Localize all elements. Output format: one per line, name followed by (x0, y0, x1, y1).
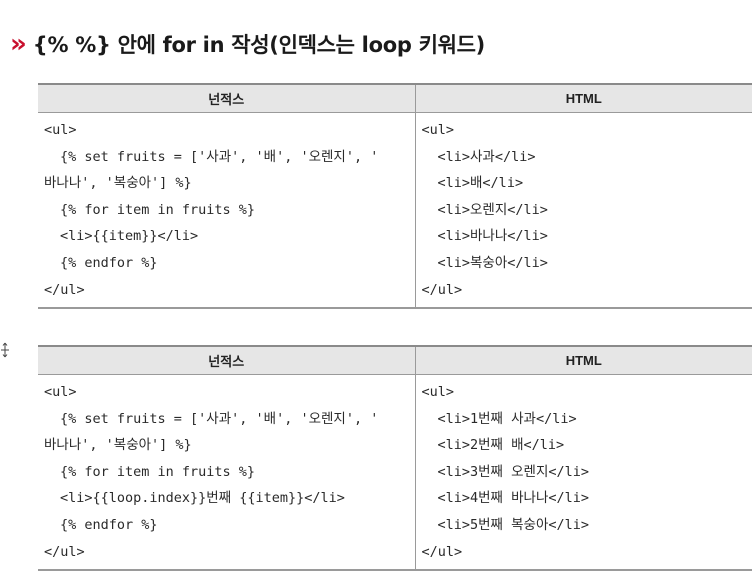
code-line: {% set fruits = ['사과', '배', '오렌지', ' (60, 148, 379, 165)
code-line: {% for item in fruits %} (60, 201, 256, 218)
header-nunjucks: 넌적스 (38, 345, 416, 375)
code-line: <li>{{item}}</li> (60, 228, 199, 245)
code-line: <ul> (421, 384, 455, 400)
code-line: <ul> (44, 122, 77, 138)
code-line: </ul> (421, 543, 463, 560)
code-line: <li>사과</li> (437, 148, 536, 165)
code-line: <li>배</li> (437, 175, 524, 192)
nunjucks-code-cell: <ul> {% set fruits = ['사과', '배', '오렌지', … (38, 112, 416, 310)
header-html: HTML (415, 83, 752, 113)
move-cursor-icon (1, 342, 9, 358)
code-line: {% endfor %} (60, 254, 158, 271)
code-line: {% for item in fruits %} (60, 463, 256, 480)
code-line: 바나나', '복숭아'] %} (44, 437, 192, 454)
double-chevron-right-icon: » (10, 29, 27, 59)
header-html: HTML (415, 345, 752, 375)
code-line: </ul> (44, 281, 85, 298)
table-row: <ul> {% set fruits = ['사과', '배', '오렌지', … (38, 374, 752, 572)
table-row: <ul> {% set fruits = ['사과', '배', '오렌지', … (38, 112, 752, 310)
code-comparison-table-basic: 넌적스 HTML <ul> {% set fruits = ['사과', '배'… (38, 83, 752, 310)
code-line: <li>1번째 사과</li> (437, 410, 577, 427)
html-code-cell: <ul> <li>1번째 사과</li> <li>2번째 배</li> <li>… (415, 374, 752, 572)
code-line: {% set fruits = ['사과', '배', '오렌지', ' (60, 410, 379, 427)
code-line: </ul> (421, 281, 463, 298)
code-line: <li>오렌지</li> (437, 201, 548, 218)
code-line: <li>5번째 복숭아</li> (437, 516, 590, 533)
code-line: 바나나', '복숭아'] %} (44, 175, 192, 192)
code-line: <li>3번째 오렌지</li> (437, 463, 590, 480)
html-code-cell: <ul> <li>사과</li> <li>배</li> <li>오렌지</li>… (415, 112, 752, 310)
code-line: {% endfor %} (60, 516, 158, 533)
code-line: <li>4번째 바나나</li> (437, 490, 590, 507)
table-header-row: 넌적스 HTML (38, 83, 752, 113)
code-line: <ul> (44, 384, 77, 400)
nunjucks-code-cell: <ul> {% set fruits = ['사과', '배', '오렌지', … (38, 374, 416, 572)
table-header-row: 넌적스 HTML (38, 345, 752, 375)
heading-title: {% %} 안에 for in 작성(인덱스는 loop 키워드) (32, 33, 485, 57)
code-line: <li>{{loop.index}}번째 {{item}}</li> (60, 490, 345, 507)
code-line: </ul> (44, 543, 85, 560)
header-nunjucks: 넌적스 (38, 83, 416, 113)
code-line: <li>2번째 배</li> (437, 437, 565, 454)
code-line: <ul> (421, 122, 455, 138)
code-comparison-table-loop-index: 넌적스 HTML <ul> {% set fruits = ['사과', '배'… (38, 345, 752, 572)
code-line: <li>복숭아</li> (437, 254, 548, 271)
code-line: <li>바나나</li> (437, 228, 548, 245)
section-heading: » {% %} 안에 for in 작성(인덱스는 loop 키워드) (10, 26, 485, 62)
